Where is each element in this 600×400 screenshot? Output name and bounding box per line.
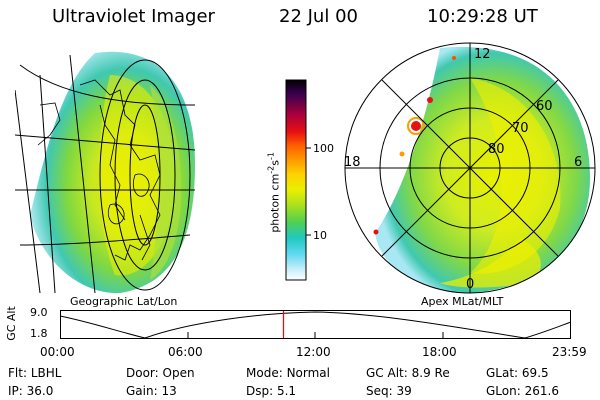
altitude-curve — [59, 311, 572, 339]
geographic-image — [15, 51, 196, 294]
info-gain: Gain: 13 — [126, 384, 177, 398]
colorbar-tick-10: 10 — [313, 229, 327, 242]
xtick-1200: 12:00 — [296, 345, 331, 359]
colorbar: 100 10 — [285, 79, 334, 281]
mlt-label-12: 12 — [474, 47, 491, 62]
xtick-1800: 18:00 — [422, 345, 457, 359]
mlt-label-18: 18 — [344, 155, 361, 170]
info-seq: Seq: 39 — [366, 384, 412, 398]
date-label: 22 Jul 00 — [279, 6, 358, 27]
info-dsp: Dsp: 5.1 — [246, 384, 297, 398]
polar-image: 12 18 6 0 60 70 80 — [344, 42, 596, 294]
lat-label-60: 60 — [536, 99, 553, 114]
info-ip: IP: 36.0 — [8, 384, 54, 398]
xtick-0600: 06:00 — [168, 345, 203, 359]
altitude-ylabel: GC Alt — [4, 306, 18, 341]
apex-label: Apex MLat/MLT — [421, 295, 504, 308]
lat-label-70: 70 — [512, 121, 529, 136]
mlt-label-0: 0 — [466, 277, 474, 292]
colorbar-tick-100: 100 — [313, 142, 334, 155]
info-glat: GLat: 69.5 — [486, 366, 549, 380]
info-door: Door: Open — [126, 366, 195, 380]
xtick-0000: 00:00 — [40, 345, 75, 359]
info-mode: Mode: Normal — [246, 366, 330, 380]
altitude-ytick-low: 1.8 — [30, 327, 48, 340]
instrument-title: Ultraviolet Imager — [52, 6, 215, 27]
xtick-2359: 23:59 — [552, 345, 587, 359]
info-flt: Flt: LBHL — [8, 366, 62, 380]
lat-label-80: 80 — [488, 142, 505, 157]
time-label: 10:29:28 UT — [427, 6, 538, 27]
altitude-plot — [59, 310, 572, 339]
altitude-ytick-high: 9.0 — [30, 306, 48, 319]
colorbar-unit-label: photon cm-2s-1 — [266, 152, 282, 233]
mlt-label-6: 6 — [574, 155, 582, 170]
info-gc-alt: GC Alt: 8.9 Re — [366, 366, 450, 380]
geographic-label: Geographic Lat/Lon — [70, 295, 178, 308]
info-glon: GLon: 261.6 — [486, 384, 559, 398]
